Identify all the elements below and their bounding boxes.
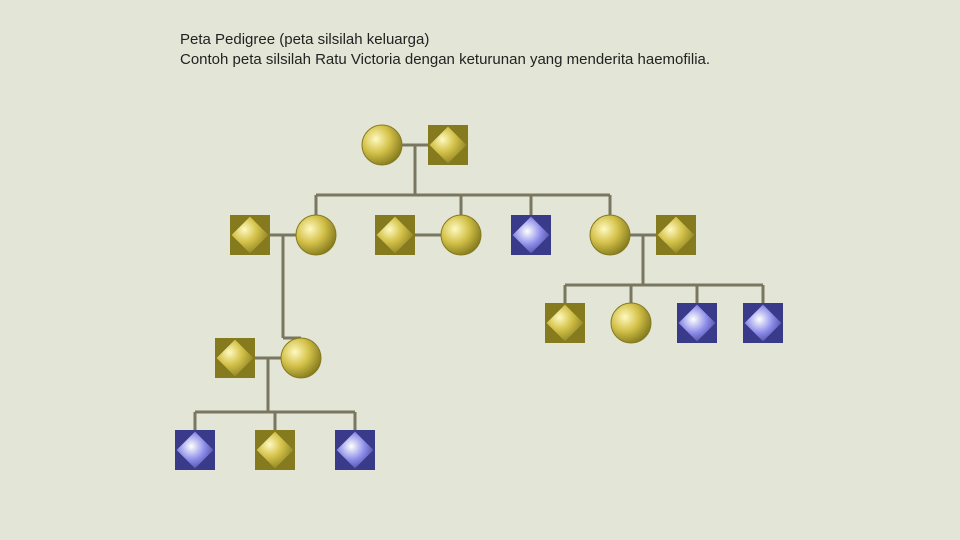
pedigree-node-g1m [428,125,468,165]
pedigree-node-g2a_m [230,215,270,255]
pedigree-node-g1f [362,125,402,165]
node-layer [175,125,783,470]
pedigree-chart [0,0,960,540]
pedigree-node-g2d_m [656,215,696,255]
pedigree-node-g3a_m [215,338,255,378]
pedigree-node-g2b_m [375,215,415,255]
pedigree-node-g3a_f [281,338,321,378]
pedigree-node-g2c [511,215,551,255]
pedigree-node-g3d4 [743,303,783,343]
pedigree-node-g3d1 [545,303,585,343]
pedigree-node-g2b_f [441,215,481,255]
pedigree-node-g2a_f [296,215,336,255]
pedigree-node-g4a3 [335,430,375,470]
edge-layer [195,145,763,430]
pedigree-node-g2d_f [590,215,630,255]
pedigree-node-g3d3 [677,303,717,343]
pedigree-node-g4a1 [175,430,215,470]
pedigree-node-g3d2 [611,303,651,343]
pedigree-node-g4a2 [255,430,295,470]
